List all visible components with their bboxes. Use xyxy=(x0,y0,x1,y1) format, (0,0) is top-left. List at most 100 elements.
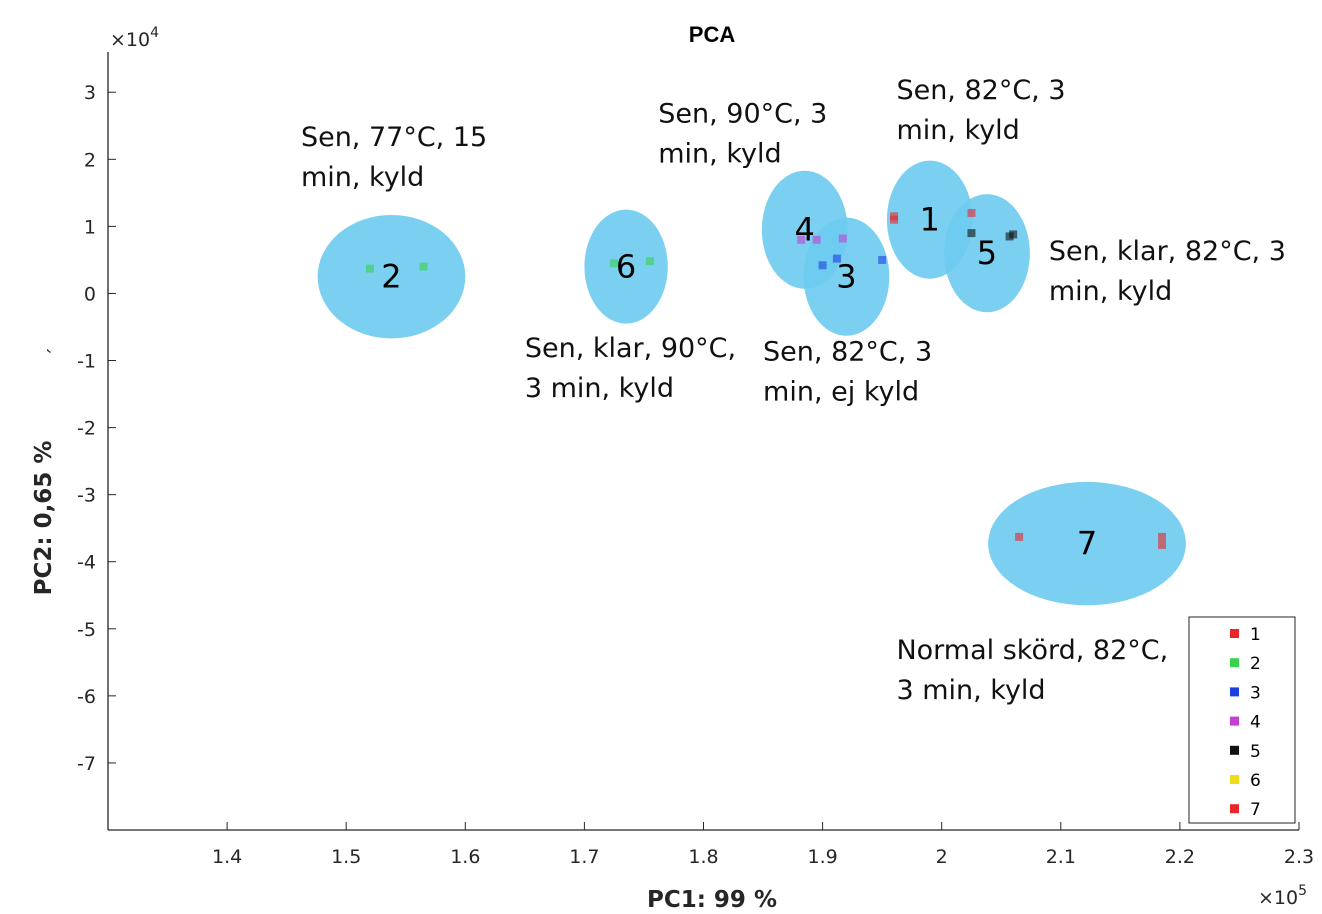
legend-swatch-2 xyxy=(1230,658,1239,668)
data-points xyxy=(366,208,1167,549)
x-tick-label-2.2: 2.2 xyxy=(1165,846,1195,868)
annotation-1: Sen, 77°C, 15 min, kyld xyxy=(301,122,487,193)
point-series-2-1 xyxy=(419,262,428,271)
y-multiplier: ×104 xyxy=(110,25,159,51)
legend-swatch-1 xyxy=(1230,629,1239,638)
y-tick-label--2: -2 xyxy=(77,418,96,440)
cluster-ellipse-4 xyxy=(761,170,848,289)
x-tick-label-1.5: 1.5 xyxy=(331,846,361,868)
legend-box xyxy=(1188,616,1296,824)
x-tick-label-2: 2 xyxy=(936,846,948,868)
annotation-3-line-1: Sen, 82°C, 3 xyxy=(896,75,1065,106)
point-series-2-3 xyxy=(645,257,654,266)
y-tick-label-1: 1 xyxy=(84,216,96,238)
x-multiplier: ×105 xyxy=(1258,883,1307,909)
legend-swatch-5 xyxy=(1230,745,1239,755)
x-multiplier-base: ×10 xyxy=(1258,887,1298,909)
point-series-5-0 xyxy=(967,229,976,238)
annotation-5-line-2: 3 min, kyld xyxy=(525,373,674,404)
chart-title: PCA xyxy=(689,22,736,47)
point-series-3-0 xyxy=(818,261,827,270)
point-series-7-2 xyxy=(1158,540,1167,549)
cluster-label-4: 4 xyxy=(795,211,815,249)
annotation-6-line-1: Sen, 82°C, 3 xyxy=(763,337,932,368)
cluster-ellipse-7 xyxy=(988,481,1186,606)
y-tick-label--5: -5 xyxy=(77,619,96,641)
x-tick-label-1.7: 1.7 xyxy=(569,846,599,868)
legend-label-1: 1 xyxy=(1250,625,1261,645)
y-tick-label-3: 3 xyxy=(84,82,96,104)
annotation-2: Sen, 90°C, 3 min, kyld xyxy=(658,98,827,169)
point-series-3-2 xyxy=(878,255,887,264)
legend-label-7: 7 xyxy=(1250,800,1261,820)
x-axis-label: PC1: 99 % xyxy=(647,887,777,913)
y-tick-label-2: 2 xyxy=(84,149,96,171)
y-tick-label--1: -1 xyxy=(77,351,96,373)
annotation-2-line-1: Sen, 90°C, 3 xyxy=(658,98,827,129)
annotation-6: Sen, 82°C, 3 min, ej kyld xyxy=(763,337,932,408)
point-series-1-2 xyxy=(967,208,976,217)
y-tick-label--7: -7 xyxy=(77,753,96,775)
y-tick-label--4: -4 xyxy=(77,552,96,574)
cluster-label-3: 3 xyxy=(836,258,856,296)
annotation-7-line-2: 3 min, kyld xyxy=(896,675,1045,706)
x-tick-label-1.9: 1.9 xyxy=(807,846,837,868)
annotation-7-line-1: Normal skörd, 82°C, xyxy=(896,635,1168,666)
annotation-7: Normal skörd, 82°C, 3 min, kyld xyxy=(896,635,1168,706)
annotation-2-line-2: min, kyld xyxy=(658,138,781,169)
cluster-label-5: 5 xyxy=(977,234,997,272)
cluster-ellipse-5 xyxy=(944,194,1030,313)
y-axis-label: PC2: 0,65 % xyxy=(31,441,57,596)
annotation-6-line-2: min, ej kyld xyxy=(763,377,919,408)
cluster-label-7: 7 xyxy=(1077,525,1097,563)
annotation-4: Sen, klar, 82°C, 3 min, kyld xyxy=(1049,236,1286,307)
y-tick-label--6: -6 xyxy=(77,686,96,708)
annotation-5: Sen, klar, 90°C, 3 min, kyld xyxy=(525,333,736,404)
x-ticks: 1.4 1.5 1.6 1.7 1.8 1.9 2 2.1 2.2 2.3 xyxy=(212,822,1314,868)
point-series-3-1 xyxy=(832,254,841,263)
y-multiplier-base: ×10 xyxy=(110,29,150,51)
point-series-5-2 xyxy=(1009,230,1018,239)
x-tick-label-1.6: 1.6 xyxy=(450,846,480,868)
x-tick-label-2.1: 2.1 xyxy=(1046,846,1076,868)
x-tick-label-1.4: 1.4 xyxy=(212,846,242,868)
legend-swatch-3 xyxy=(1230,687,1239,697)
point-series-2-2 xyxy=(610,259,619,268)
point-series-1-1 xyxy=(890,215,899,224)
annotation-3: Sen, 82°C, 3 min, kyld xyxy=(896,75,1065,146)
legend-swatch-4 xyxy=(1230,716,1239,726)
legend: 1 2 3 4 5 6 7 xyxy=(1188,616,1296,824)
legend-swatch-7 xyxy=(1230,804,1239,814)
cluster-ellipse-6 xyxy=(584,209,668,324)
legend-label-3: 3 xyxy=(1250,683,1261,703)
x-tick-label-1.8: 1.8 xyxy=(688,846,718,868)
annotation-3-line-2: min, kyld xyxy=(896,115,1019,146)
legend-label-2: 2 xyxy=(1250,654,1261,674)
annotations: Sen, 77°C, 15 min, kyld Sen, 90°C, 3 min, k… xyxy=(301,75,1286,706)
point-series-4-1 xyxy=(812,235,821,244)
point-series-7-0 xyxy=(1015,532,1024,541)
legend-items: 1 2 3 4 5 6 7 xyxy=(1230,625,1261,820)
point-series-4-0 xyxy=(797,235,806,244)
legend-label-4: 4 xyxy=(1250,713,1261,733)
y-axis-stray-mark: ´ xyxy=(45,347,67,357)
point-series-2-0 xyxy=(366,264,375,273)
annotation-1-line-1: Sen, 77°C, 15 xyxy=(301,122,487,153)
annotation-4-line-2: min, kyld xyxy=(1049,276,1172,307)
cluster-label-6: 6 xyxy=(616,248,636,286)
y-tick-label-0: 0 xyxy=(84,283,96,305)
annotation-5-line-1: Sen, klar, 90°C, xyxy=(525,333,736,364)
legend-label-5: 5 xyxy=(1250,742,1261,762)
y-tick-label--3: -3 xyxy=(77,485,96,507)
cluster-ellipse-2 xyxy=(317,214,466,339)
point-series-7-1 xyxy=(1158,532,1167,541)
point-series-4-2 xyxy=(838,234,847,243)
cluster-labels: 1 2 34 5 6 7 xyxy=(381,201,1097,563)
cluster-ellipses xyxy=(317,160,1186,606)
cluster-label-1: 1 xyxy=(920,201,940,239)
legend-label-6: 6 xyxy=(1250,771,1261,791)
cluster-label-2: 2 xyxy=(381,258,401,296)
y-multiplier-exponent: 4 xyxy=(150,25,159,41)
annotation-1-line-2: min, kyld xyxy=(301,162,424,193)
